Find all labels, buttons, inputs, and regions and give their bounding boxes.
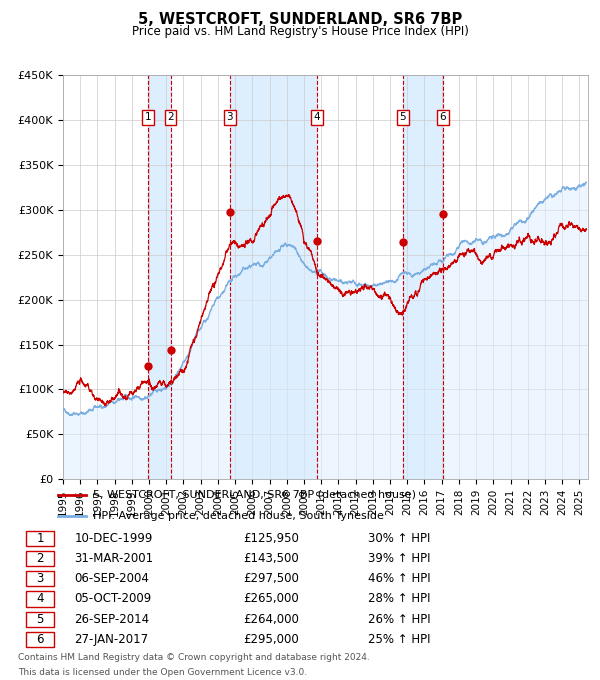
Text: 2: 2 [167,112,174,122]
Text: £265,000: £265,000 [244,592,299,605]
FancyBboxPatch shape [26,611,53,627]
FancyBboxPatch shape [26,531,53,546]
Text: Contains HM Land Registry data © Crown copyright and database right 2024.: Contains HM Land Registry data © Crown c… [18,653,370,662]
Text: 5: 5 [400,112,406,122]
Text: 6: 6 [36,633,44,646]
Text: This data is licensed under the Open Government Licence v3.0.: This data is licensed under the Open Gov… [18,668,307,677]
Bar [148,75,170,479]
Text: £143,500: £143,500 [244,552,299,565]
FancyBboxPatch shape [26,592,53,607]
Bar [403,75,443,479]
Bar [230,75,317,479]
Text: 27-JAN-2017: 27-JAN-2017 [74,633,149,646]
Text: Price paid vs. HM Land Registry's House Price Index (HPI): Price paid vs. HM Land Registry's House … [131,25,469,38]
Text: 1: 1 [145,112,151,122]
Text: 46% ↑ HPI: 46% ↑ HPI [368,573,430,585]
Text: HPI: Average price, detached house, South Tyneside: HPI: Average price, detached house, Sout… [94,511,384,521]
Text: 39% ↑ HPI: 39% ↑ HPI [368,552,430,565]
Text: 10-DEC-1999: 10-DEC-1999 [74,532,153,545]
Text: 3: 3 [226,112,233,122]
Text: 6: 6 [440,112,446,122]
FancyBboxPatch shape [26,571,53,586]
FancyBboxPatch shape [26,632,53,647]
Text: 5, WESTCROFT, SUNDERLAND, SR6 7BP: 5, WESTCROFT, SUNDERLAND, SR6 7BP [138,12,462,27]
Text: 1: 1 [36,532,44,545]
Text: 5: 5 [37,613,44,626]
Text: 4: 4 [314,112,320,122]
Text: 05-OCT-2009: 05-OCT-2009 [74,592,152,605]
Text: 25% ↑ HPI: 25% ↑ HPI [368,633,430,646]
Text: 28% ↑ HPI: 28% ↑ HPI [368,592,430,605]
Text: £295,000: £295,000 [244,633,299,646]
Text: 30% ↑ HPI: 30% ↑ HPI [368,532,430,545]
Text: 26% ↑ HPI: 26% ↑ HPI [368,613,430,626]
Text: 26-SEP-2014: 26-SEP-2014 [74,613,149,626]
FancyBboxPatch shape [26,551,53,566]
Text: 2: 2 [36,552,44,565]
Text: 5, WESTCROFT, SUNDERLAND, SR6 7BP (detached house): 5, WESTCROFT, SUNDERLAND, SR6 7BP (detac… [94,490,416,500]
Text: £125,950: £125,950 [244,532,299,545]
Text: 3: 3 [37,573,44,585]
Text: £264,000: £264,000 [244,613,299,626]
Text: 06-SEP-2004: 06-SEP-2004 [74,573,149,585]
Text: £297,500: £297,500 [244,573,299,585]
Text: 31-MAR-2001: 31-MAR-2001 [74,552,154,565]
Text: 4: 4 [36,592,44,605]
